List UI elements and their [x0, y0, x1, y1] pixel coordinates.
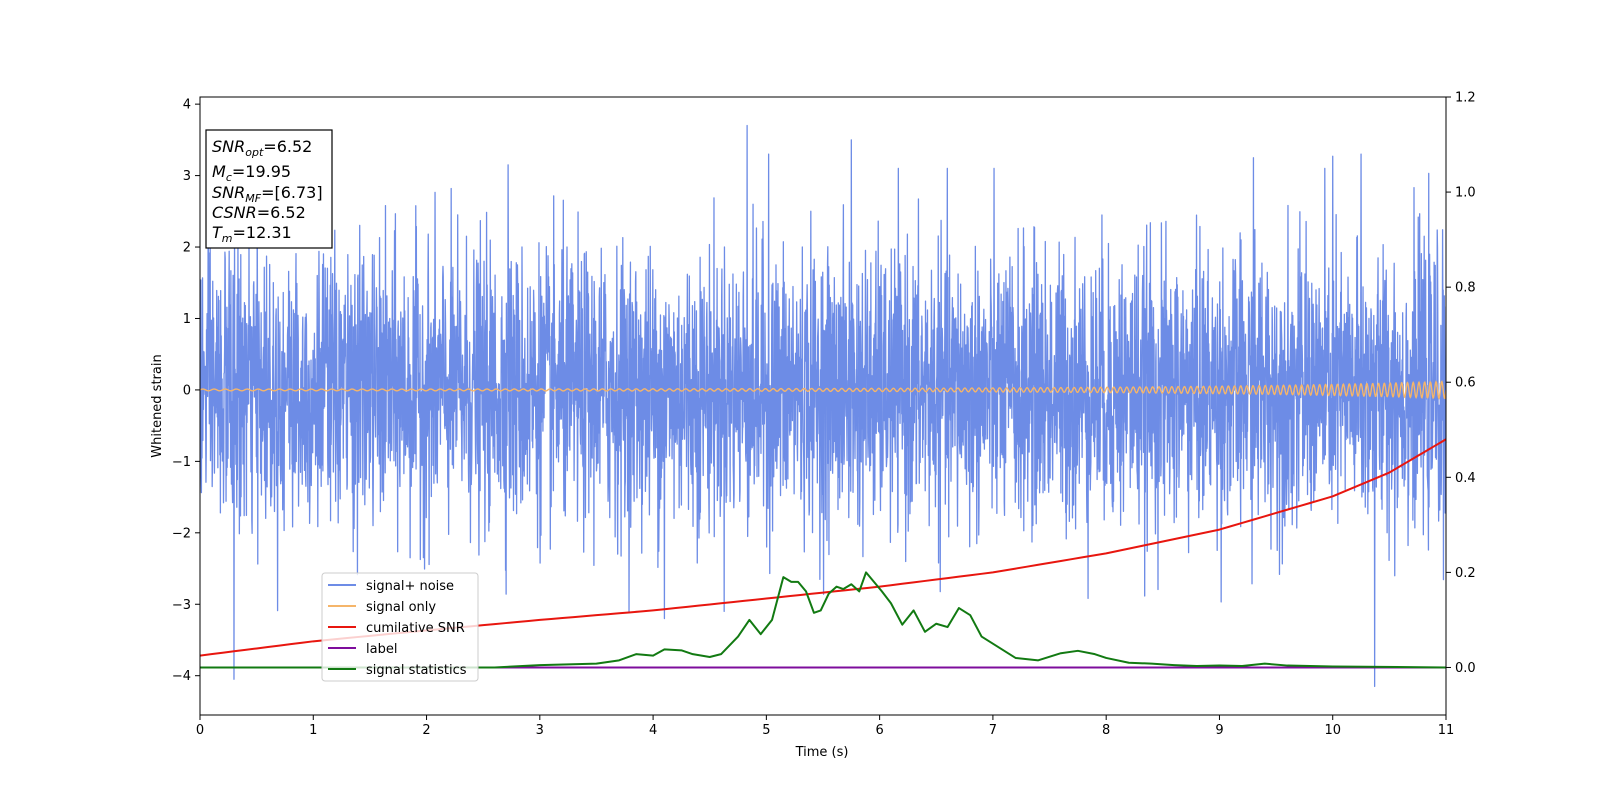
y-right-tick-label: 0.4 [1455, 471, 1476, 486]
x-axis: 0 1 2 3 4 5 6 7 8 9 10 11 [196, 715, 1454, 738]
legend-frame [321, 572, 479, 682]
y-axis-left: 4 3 2 1 0 −1 −2 −3 −4 [172, 98, 200, 684]
x-tick-label: 4 [649, 723, 657, 738]
legend-label: cumilative SNR [366, 621, 465, 636]
annotation-line: SNRopt=6.52 [212, 137, 312, 159]
annotation-value: =6.52 [263, 137, 312, 156]
legend: signal+ noise signal only cumilative SNR la… [321, 572, 479, 682]
y-right-tick-label: 1.0 [1455, 186, 1476, 201]
y-left-tick-label: 3 [183, 169, 191, 184]
x-tick-label: 2 [422, 723, 430, 738]
y-left-tick-label: −2 [172, 526, 191, 541]
y-right-tick-label: 0.6 [1455, 376, 1476, 391]
annotation-symbol: T [212, 223, 223, 242]
x-tick-label: 8 [1102, 723, 1110, 738]
y-left-tick-label: 2 [183, 241, 191, 256]
x-tick-label: 6 [875, 723, 883, 738]
annotation-line: CSNR=6.52 [212, 203, 306, 222]
y-right-tick-label: 0.2 [1455, 566, 1476, 581]
annotation-value: =12.31 [233, 223, 292, 242]
legend-label: signal statistics [366, 663, 467, 678]
plot-frame [199, 96, 1447, 716]
y-right-tick-label: 0.0 [1455, 661, 1476, 676]
annotation-symbol: M [212, 162, 226, 181]
annotation-symbol: SNR [212, 137, 245, 156]
annotation-subscript: m [222, 232, 233, 245]
y-axis-right: 1.2 1.0 0.8 0.6 0.4 0.2 0.0 [1446, 91, 1476, 676]
annotation-value: =19.95 [232, 162, 291, 181]
annotation-frame [205, 129, 333, 249]
y-left-tick-label: 0 [183, 383, 191, 398]
annotation-subscript: MF [245, 192, 261, 205]
annotation-value: =6.52 [257, 203, 306, 222]
y-left-tick-label: 4 [183, 98, 191, 113]
annotation-line: SNRMF=[6.73] [212, 183, 323, 205]
x-tick-label: 7 [989, 723, 997, 738]
legend-label: signal+ noise [366, 579, 454, 594]
x-tick-label: 1 [309, 723, 317, 738]
y-left-tick-label: −4 [172, 669, 191, 684]
legend-label: signal only [366, 600, 436, 615]
x-tick-label: 5 [762, 723, 770, 738]
stats-annotation-box: SNRopt=6.52Mc=19.95SNRMF=[6.73]CSNR=6.52… [205, 129, 333, 249]
x-tick-label: 10 [1324, 723, 1341, 738]
x-tick-label: 9 [1215, 723, 1223, 738]
annotation-symbol: CSNR [212, 203, 257, 222]
annotation-symbol: SNR [212, 183, 245, 202]
series-line-signal-only [200, 380, 1446, 400]
legend-label: label [366, 642, 397, 657]
y-right-tick-label: 1.2 [1455, 91, 1476, 106]
annotation-line: Mc=19.95 [212, 162, 291, 184]
y-left-tick-label: −3 [172, 598, 191, 613]
x-axis-label: Time (s) [795, 745, 849, 760]
y-axis-label: Whitened strain [150, 354, 165, 457]
series-line-signal-plus-noise [200, 124, 1446, 688]
annotation-line: Tm=12.31 [212, 223, 292, 245]
x-tick-label: 11 [1438, 723, 1455, 738]
annotation-subscript: c [226, 171, 232, 184]
x-tick-label: 0 [196, 723, 204, 738]
annotation-subscript: opt [245, 146, 264, 159]
x-tick-label: 3 [536, 723, 544, 738]
y-left-tick-label: 1 [183, 312, 191, 327]
series-line-signal-statistics [200, 571, 1446, 669]
y-right-tick-label: 0.8 [1455, 281, 1476, 296]
y-left-tick-label: −1 [172, 455, 191, 470]
annotation-value: =[6.73] [261, 183, 323, 202]
